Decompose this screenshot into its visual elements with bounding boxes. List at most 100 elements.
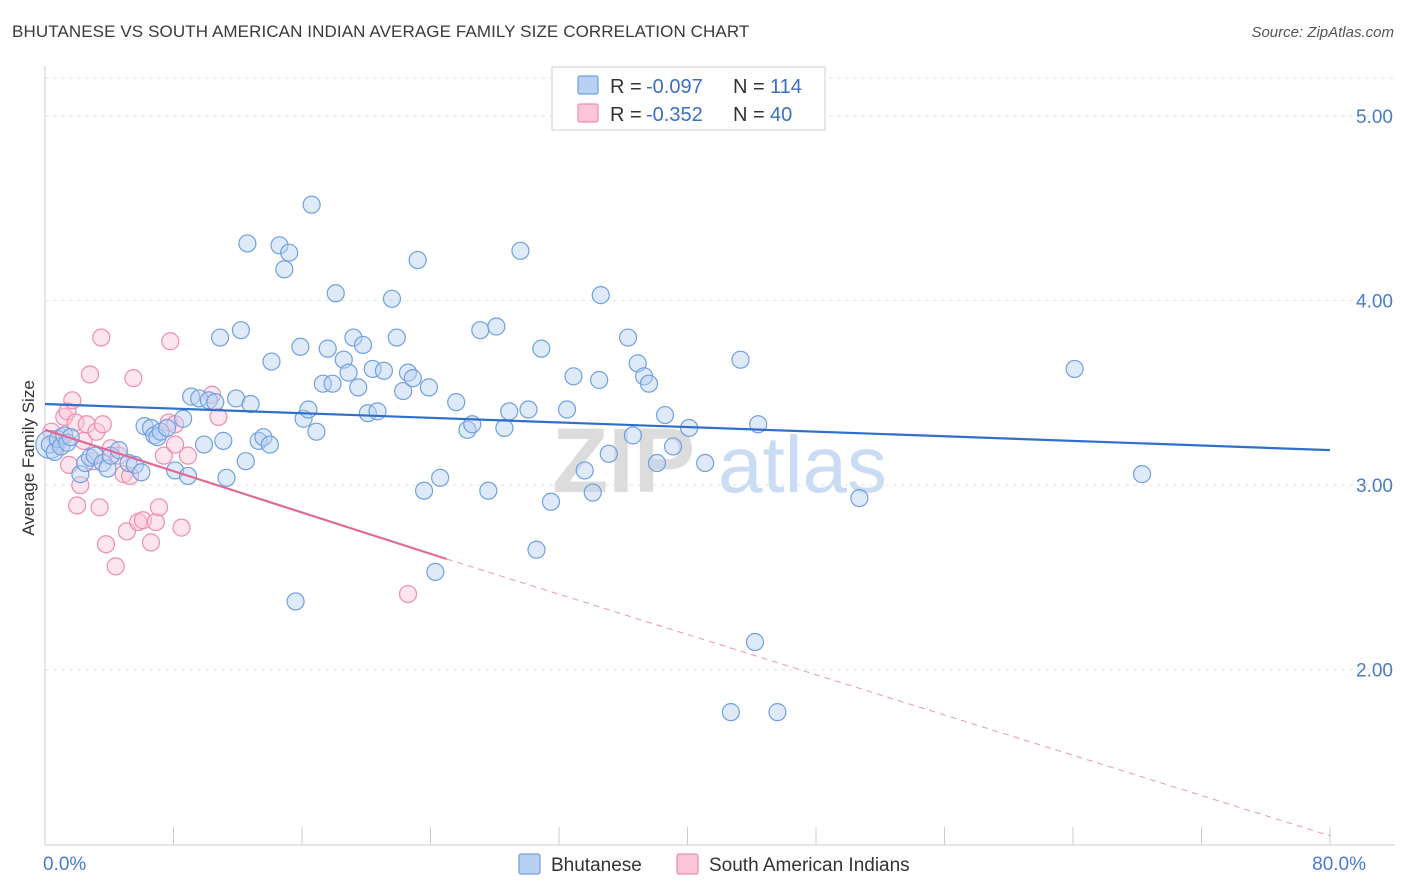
point-bhutanese: [850, 488, 869, 508]
legend-n-value-2: 40: [770, 104, 792, 126]
point-bhutanese: [344, 328, 363, 347]
point-south-american-indians: [209, 407, 228, 427]
point-bhutanese: [647, 453, 667, 473]
point-bhutanese: [307, 422, 326, 441]
point-bhutanese: [326, 284, 345, 303]
point-bhutanese: [280, 243, 299, 262]
point-bhutanese: [696, 453, 715, 473]
y-tick-label: 4.00: [1356, 292, 1393, 313]
point-bhutanese: [731, 350, 750, 369]
point-bhutanese: [374, 361, 394, 380]
legend-bottom-label-bhutanese: Bhutanese: [551, 855, 642, 876]
point-bhutanese: [500, 402, 519, 421]
point-bhutanese: [599, 444, 618, 463]
chart-title: BHUTANESE VS SOUTH AMERICAN INDIAN AVERA…: [12, 22, 750, 41]
point-south-american-indians: [146, 512, 165, 532]
point-bhutanese: [721, 703, 740, 722]
y-tick-label: 3.00: [1356, 476, 1393, 497]
point-south-american-indians: [55, 407, 74, 427]
point-bhutanese: [210, 328, 230, 347]
watermark: ZIP atlas: [552, 410, 887, 512]
point-bhutanese: [260, 435, 279, 454]
point-bhutanese: [458, 420, 477, 439]
x-tick-label: 80.0%: [1312, 854, 1366, 875]
point-bhutanese: [238, 234, 257, 253]
point-bhutanese: [382, 289, 402, 308]
watermark-atlas: atlas: [718, 420, 887, 509]
point-bhutanese: [217, 468, 236, 487]
point-bhutanese: [349, 378, 368, 397]
point-bhutanese: [302, 195, 321, 214]
legend-bottom-swatch-bhutanese: [518, 853, 541, 875]
point-bhutanese: [148, 428, 167, 447]
point-south-american-indians: [90, 498, 109, 517]
point-bhutanese: [1065, 359, 1084, 379]
point-bhutanese: [394, 381, 413, 401]
point-south-american-indians: [124, 369, 143, 388]
point-bhutanese: [353, 335, 373, 355]
point-bhutanese: [590, 370, 609, 390]
point-bhutanese: [768, 703, 787, 722]
point-bhutanese: [157, 418, 177, 438]
source-credit: Source: ZipAtlas.com: [1251, 24, 1394, 41]
point-bhutanese: [231, 321, 251, 340]
legend-r-label-1: R =: [610, 76, 647, 98]
point-bhutanese: [387, 328, 406, 347]
point-bhutanese: [527, 540, 546, 559]
point-bhutanese: [471, 321, 490, 340]
point-south-american-indians: [178, 446, 198, 465]
point-south-american-indians: [161, 332, 180, 351]
point-bhutanese: [1132, 465, 1152, 484]
point-south-american-indians: [172, 518, 191, 537]
point-bhutanese: [541, 492, 561, 511]
y-axis-label: Average Family Size: [19, 380, 38, 536]
legend-n-value-1: 114: [770, 76, 802, 98]
gridlines: [45, 77, 1395, 671]
point-bhutanese: [313, 374, 332, 393]
point-bhutanese: [403, 369, 422, 388]
point-bhutanese: [591, 286, 610, 305]
point-bhutanese: [487, 317, 506, 336]
point-bhutanese: [398, 363, 418, 382]
point-south-american-indians: [398, 584, 418, 604]
point-bhutanese: [71, 465, 90, 484]
axes: [44, 66, 1395, 846]
point-bhutanese: [323, 374, 342, 393]
legend-series: Bhutanese South American Indians: [518, 853, 910, 876]
point-south-american-indians: [154, 446, 173, 465]
y-tick-label: 5.00: [1356, 107, 1393, 128]
point-bhutanese: [519, 400, 538, 419]
point-bhutanese: [745, 632, 765, 652]
point-bhutanese: [241, 394, 260, 414]
point-bhutanese: [431, 468, 450, 487]
point-south-american-indians: [149, 498, 169, 517]
legend-n-label-2: N =: [733, 104, 770, 126]
point-bhutanese: [270, 236, 289, 255]
point-bhutanese: [495, 418, 514, 438]
point-south-american-indians: [92, 328, 111, 347]
point-south-american-indians: [93, 415, 112, 434]
point-south-american-indians: [80, 365, 100, 384]
point-south-american-indians: [96, 535, 116, 554]
legend-r-value-2: -0.352: [646, 104, 703, 126]
point-bhutanese: [639, 374, 659, 393]
point-south-american-indians: [68, 496, 87, 515]
point-bhutanese: [194, 435, 214, 454]
point-bhutanese: [214, 431, 233, 450]
point-bhutanese: [557, 400, 577, 419]
point-bhutanese: [426, 562, 445, 582]
point-bhutanese: [655, 405, 675, 425]
point-bhutanese: [663, 437, 683, 456]
point-bhutanese: [408, 250, 427, 270]
trend-line-south-american-indians: [44, 428, 447, 561]
point-south-american-indians: [77, 415, 96, 434]
point-bhutanese: [618, 328, 638, 347]
point-bhutanese: [206, 393, 225, 412]
trend-line-south-american-indians-extension: [446, 558, 1331, 837]
point-bhutanese: [318, 339, 337, 358]
point-bhutanese: [575, 461, 594, 480]
point-south-american-indians: [87, 422, 106, 441]
point-bhutanese: [623, 426, 642, 445]
point-bhutanese: [254, 428, 273, 447]
